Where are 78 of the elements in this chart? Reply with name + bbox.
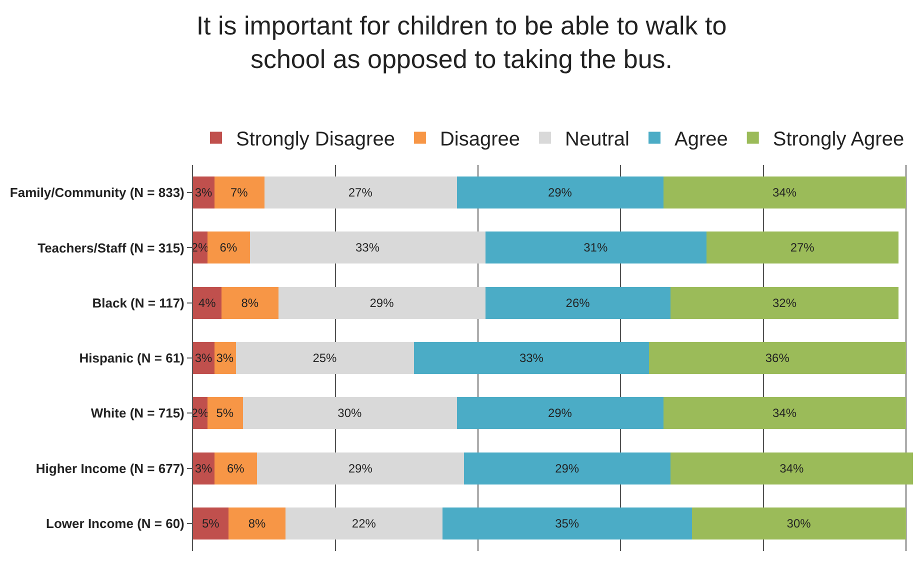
bar (442, 507, 692, 540)
bar (464, 452, 671, 484)
bar (664, 176, 906, 209)
bar (649, 342, 906, 374)
legend-label: Disagree (440, 128, 520, 151)
data-label: 8% (241, 296, 259, 310)
data-label: 5% (216, 406, 234, 420)
data-label: 29% (370, 296, 394, 310)
chart-title: It is important for children to be able to walk to school as opposed to taking the bus. (196, 10, 727, 74)
data-label: 32% (772, 296, 797, 310)
data-label: 5% (202, 516, 220, 530)
y-tick-label: Family/Community (N = 833) (10, 185, 184, 200)
bar (692, 507, 906, 540)
data-label: 31% (584, 240, 608, 255)
y-tick-label: Teachers/Staff (N = 315) (38, 240, 184, 256)
data-label: 29% (555, 461, 580, 476)
bar (193, 507, 229, 540)
bar (214, 452, 258, 484)
data-label: 6% (220, 240, 238, 255)
bar (193, 342, 214, 374)
data-label: 29% (348, 461, 373, 476)
bar (485, 286, 671, 319)
data-label: 30% (786, 516, 812, 530)
bar (193, 286, 222, 319)
bar (242, 397, 457, 430)
y-tick-label: Black (N = 117) (92, 295, 184, 310)
bar (264, 176, 457, 209)
bar (456, 397, 664, 430)
bar (207, 232, 250, 264)
data-label: 25% (312, 351, 338, 365)
y-tick-label: Lower Income (N = 60) (46, 516, 184, 531)
data-label: 29% (548, 186, 572, 200)
bar (278, 286, 486, 319)
bar (706, 232, 899, 264)
data-label: 33% (519, 351, 544, 365)
bar (664, 397, 906, 430)
legend-label: Strongly Disagree (236, 128, 395, 151)
bar (286, 507, 442, 540)
legend-label: Neutral (565, 128, 630, 151)
bar (193, 176, 214, 209)
data-label: 26% (566, 296, 590, 310)
data-label: 8% (248, 516, 266, 530)
data-label: 34% (780, 461, 804, 476)
data-label: 33% (355, 240, 380, 255)
data-label: 22% (352, 516, 376, 530)
bar (214, 342, 236, 374)
data-label: 35% (555, 516, 580, 530)
data-label: 7% (230, 186, 248, 200)
data-label: 3% (216, 351, 234, 365)
bar (414, 342, 650, 374)
bar (485, 232, 706, 264)
bar (222, 286, 279, 319)
data-label: 34% (772, 406, 797, 420)
bar (207, 397, 243, 430)
data-label: 4% (198, 296, 216, 310)
data-label: 36% (765, 351, 790, 365)
bar (228, 507, 286, 540)
bar (456, 176, 664, 209)
data-label: 34% (772, 186, 797, 200)
data-label: 27% (348, 186, 373, 200)
y-tick-label: White (N = 715) (90, 406, 184, 421)
bar (670, 452, 913, 484)
bar (250, 232, 486, 264)
bar (670, 286, 899, 319)
y-tick-label: Hispanic (N = 61) (79, 350, 184, 366)
legend-label: Agree (674, 128, 728, 151)
legend-label: Strongly Agree (772, 128, 904, 151)
data-label: 3% (194, 351, 213, 365)
bar (214, 176, 264, 209)
data-label: 30% (338, 406, 362, 420)
y-tick-label: Higher Income (N = 677) (36, 460, 184, 476)
data-label: 3% (194, 461, 213, 476)
data-label: 6% (226, 461, 245, 476)
data-label: 3% (194, 186, 213, 200)
bar (257, 452, 464, 484)
data-label: 29% (548, 406, 572, 420)
bar (236, 342, 414, 374)
data-label: 27% (790, 240, 815, 255)
